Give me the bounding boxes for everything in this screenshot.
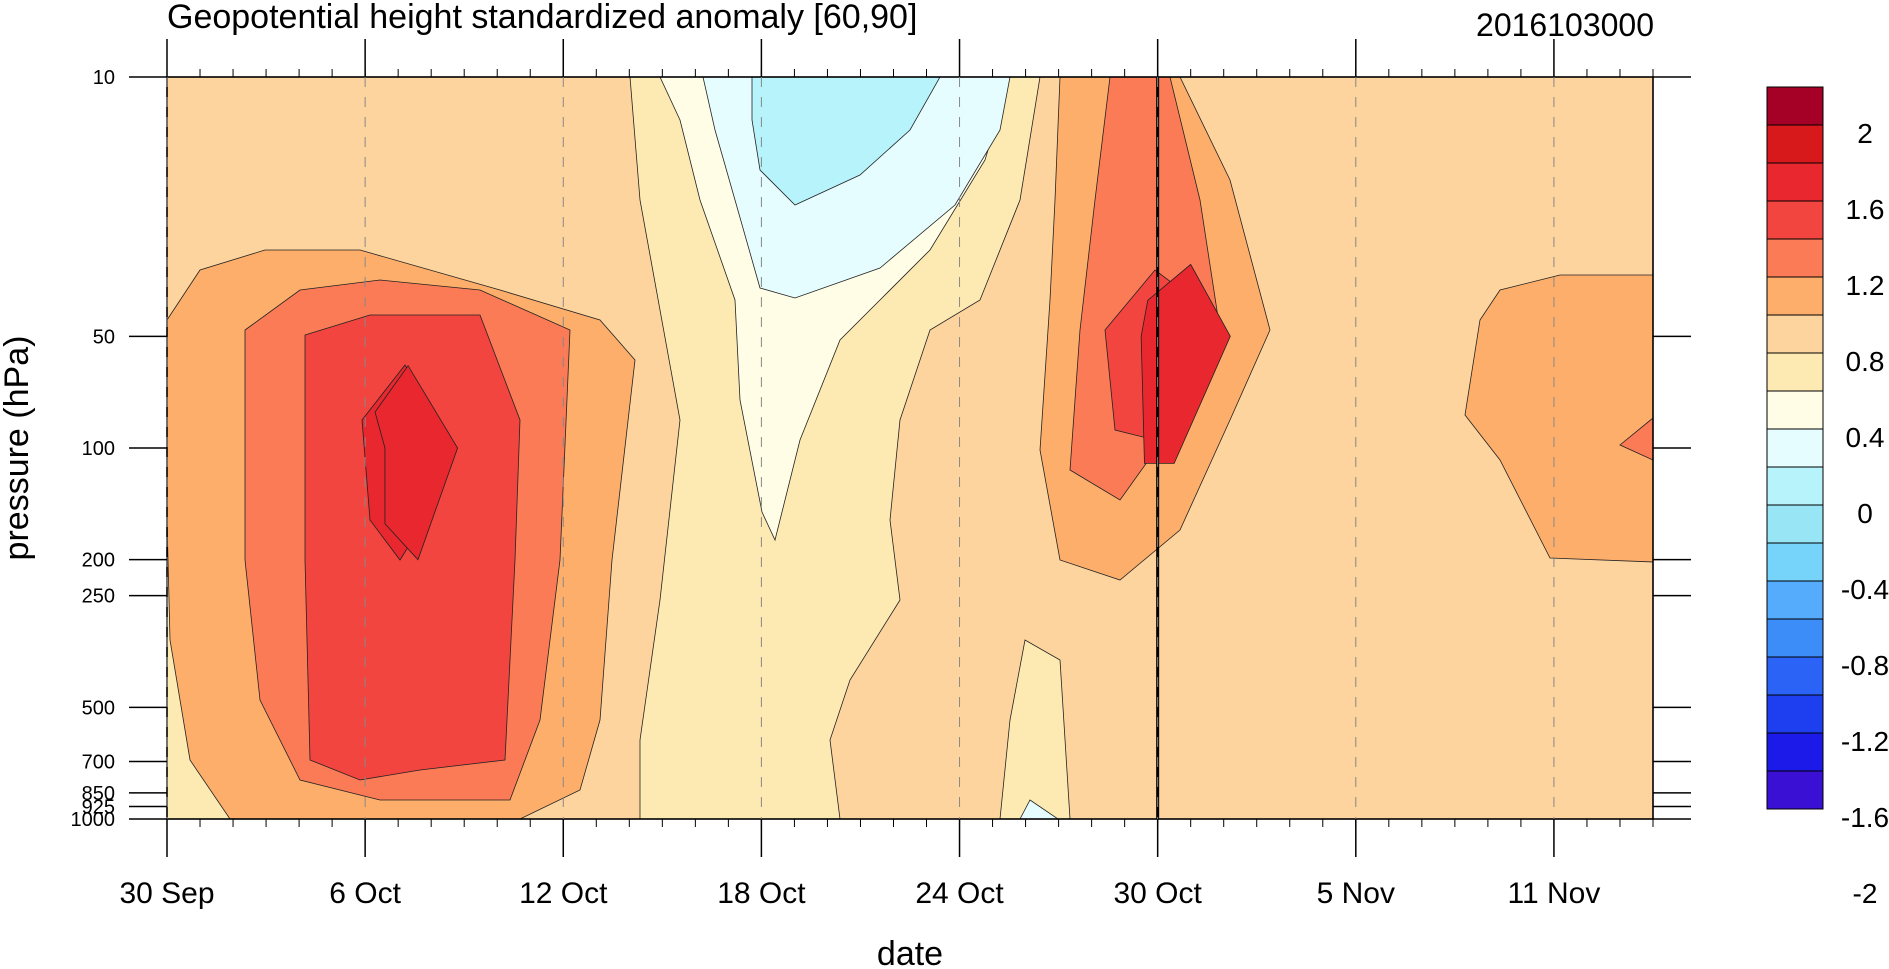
y-tick-label: 1000 — [71, 809, 116, 831]
colorbar-swatch — [1766, 390, 1824, 430]
colorbar-swatch — [1766, 504, 1824, 544]
x-tick-label: 11 Nov — [1508, 877, 1601, 910]
y-tick-label: 100 — [82, 438, 115, 460]
colorbar-label: -2 — [1853, 878, 1878, 909]
colorbar-swatch — [1766, 238, 1824, 278]
y-tick-label: 50 — [93, 326, 115, 348]
x-tick-label: 5 Nov — [1317, 877, 1395, 910]
colorbar-label: 2 — [1857, 118, 1873, 149]
x-tick-label: 30 Oct — [1113, 877, 1202, 910]
colorbar-swatch — [1766, 580, 1824, 620]
colorbar-label: -0.4 — [1841, 574, 1889, 605]
colorbar-label: -1.6 — [1841, 802, 1889, 833]
band-0-0.4-lower-mid — [999, 639, 1071, 819]
band-neg0.4-0-bottom — [1019, 799, 1059, 819]
x-axis: 30 Sep 6 Oct 12 Oct 18 Oct 24 Oct 30 Oct 5 Nov… — [119, 39, 1654, 910]
colorbar-label: 0.4 — [1846, 422, 1885, 453]
y-axis-label: pressure (hPa) — [0, 336, 36, 561]
colorbar-label: -1.2 — [1841, 726, 1889, 757]
x-tick-label: 6 Oct — [329, 877, 401, 910]
colorbar-swatch — [1766, 732, 1824, 772]
colorbar-swatch — [1766, 542, 1824, 582]
x-tick-label: 24 Oct — [915, 877, 1004, 910]
x-tick-label: 18 Oct — [717, 877, 806, 910]
plot-area — [167, 77, 1653, 819]
y-tick-label: 200 — [82, 550, 115, 572]
colorbar-swatch — [1766, 124, 1824, 164]
colorbar-label: 1.6 — [1846, 194, 1885, 225]
colorbar-swatch — [1766, 694, 1824, 734]
colorbar: 2 1.6 1.2 0.8 0.4 0 -0.4 -0.8 -1.2 -1.6 -2 — [1766, 86, 1889, 909]
colorbar-swatch — [1766, 428, 1824, 468]
contour-series — [1140, 263, 1231, 464]
colorbar-swatch — [1766, 466, 1824, 506]
colorbar-swatch — [1766, 276, 1824, 316]
colorbar-swatch — [1766, 162, 1824, 202]
band-1.2-1.6-far-right — [1619, 417, 1653, 461]
y-tick-label: 850 — [82, 783, 115, 805]
y-tick-label: 10 — [93, 67, 115, 89]
colorbar-swatch — [1766, 314, 1824, 354]
band-0.8-1.2-far-right — [1464, 274, 1653, 563]
band-neg0.8-neg0.4 — [751, 77, 941, 206]
colorbar-swatch — [1766, 656, 1824, 696]
colorbar-swatch — [1766, 618, 1824, 658]
colorbar-swatch — [1766, 352, 1824, 392]
colorbar-label: 1.2 — [1846, 270, 1885, 301]
chart-title: Geopotential height standardized anomaly… — [167, 0, 917, 36]
x-tick-label: 12 Oct — [519, 877, 608, 910]
colorbar-label: 0 — [1857, 498, 1873, 529]
y-tick-label: 500 — [82, 697, 115, 719]
y-tick-label: 925 — [82, 796, 115, 818]
contour-series — [374, 364, 459, 561]
y-tick-label: 250 — [82, 586, 115, 608]
x-tick-label: 30 Sep — [119, 877, 214, 910]
x-axis-label: date — [877, 935, 943, 969]
y-tick-label: 700 — [82, 752, 115, 774]
date-stamp: 2016103000 — [1476, 7, 1654, 43]
colorbar-swatch — [1766, 200, 1824, 240]
colorbar-label: -0.8 — [1841, 650, 1889, 681]
colorbar-swatch — [1766, 770, 1824, 810]
colorbar-swatch — [1766, 86, 1824, 126]
colorbar-label: 0.8 — [1846, 346, 1885, 377]
